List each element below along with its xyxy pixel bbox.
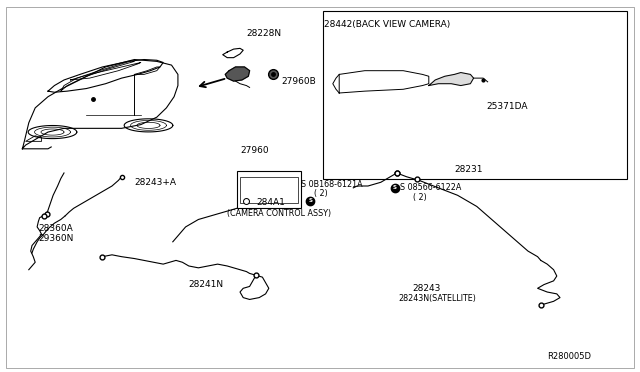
Text: ( 2): ( 2) [314,189,327,198]
Text: 28241N: 28241N [189,280,224,289]
Text: 28228N: 28228N [246,29,282,38]
Text: 28231: 28231 [454,165,483,174]
Text: S: S [393,185,397,190]
Text: 284A1: 284A1 [256,198,285,207]
Text: (CAMERA CONTROL ASSY): (CAMERA CONTROL ASSY) [227,209,332,218]
Polygon shape [225,67,250,81]
Text: 28243N(SATELLITE): 28243N(SATELLITE) [398,294,476,303]
Text: 28360A: 28360A [38,224,73,233]
Text: S: S [308,198,312,203]
Text: 29360N: 29360N [38,234,74,243]
Text: 28243: 28243 [413,284,441,293]
Text: R280005D: R280005D [547,352,591,361]
Polygon shape [429,73,474,86]
Bar [323,11,627,179]
Text: S 08566-6122A: S 08566-6122A [400,183,461,192]
Text: 28243+A: 28243+A [134,178,177,187]
Text: 27960: 27960 [240,146,269,155]
Text: 27960B: 27960B [282,77,316,86]
Text: S 0B168-6121A: S 0B168-6121A [301,180,362,189]
Bar [237,171,301,208]
Text: 25371DA: 25371DA [486,102,528,110]
Text: ( 2): ( 2) [413,193,426,202]
Bar [240,177,298,203]
Text: 28442(BACK VIEW CAMERA): 28442(BACK VIEW CAMERA) [324,20,451,29]
